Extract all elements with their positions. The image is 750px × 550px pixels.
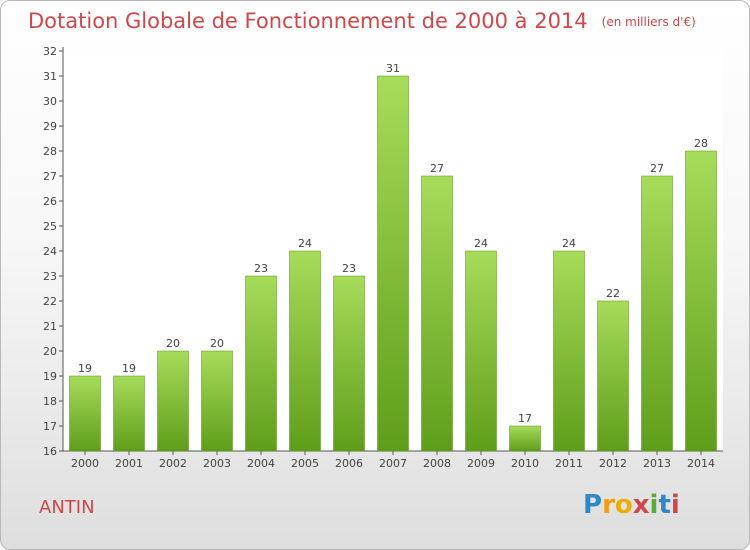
- bar: [113, 375, 145, 452]
- x-tick-label: 2013: [643, 457, 671, 470]
- x-tick-label: 2008: [423, 457, 451, 470]
- data-label: 24: [474, 237, 488, 250]
- y-tick-label: 20: [43, 345, 57, 358]
- data-label: 28: [694, 137, 708, 150]
- data-label: 20: [210, 337, 224, 350]
- x-tick-label: 2003: [203, 457, 231, 470]
- bar: [421, 175, 453, 452]
- y-tick-label: 17: [43, 420, 57, 433]
- bar: [509, 425, 541, 452]
- chart-title-text: Dotation Globale de Fonctionnement de 20…: [28, 9, 588, 33]
- y-tick-label: 32: [43, 45, 57, 58]
- chart-subtitle: (en milliers d'€): [601, 15, 696, 29]
- x-tick-label: 2006: [335, 457, 363, 470]
- logo-letter: t: [658, 490, 671, 520]
- data-label: 27: [430, 162, 444, 175]
- bar: [465, 250, 497, 452]
- x-tick-label: 2005: [291, 457, 319, 470]
- bar: [69, 375, 101, 452]
- y-tick-label: 22: [43, 295, 57, 308]
- commune-name: ANTIN: [39, 497, 95, 518]
- x-tick-label: 2009: [467, 457, 495, 470]
- x-tick-label: 2002: [159, 457, 187, 470]
- y-tick-label: 28: [43, 145, 57, 158]
- data-label: 19: [78, 362, 92, 375]
- data-label: 20: [166, 337, 180, 350]
- y-tick-label: 19: [43, 370, 57, 383]
- y-tick-label: 29: [43, 120, 57, 133]
- logo-letter: x: [632, 490, 650, 520]
- data-label: 27: [650, 162, 664, 175]
- y-tick-label: 24: [43, 245, 57, 258]
- y-tick-label: 25: [43, 220, 57, 233]
- data-label: 23: [254, 262, 268, 275]
- x-tick-label: 2001: [115, 457, 143, 470]
- data-label: 19: [122, 362, 136, 375]
- data-label: 22: [606, 287, 620, 300]
- logo-letter: i: [670, 490, 680, 520]
- logo-letter: i: [649, 490, 659, 520]
- y-tick-label: 27: [43, 170, 57, 183]
- bar: [641, 175, 673, 452]
- x-tick-label: 2012: [599, 457, 627, 470]
- x-tick-label: 2010: [511, 457, 539, 470]
- chart-title: Dotation Globale de Fonctionnement de 20…: [28, 9, 696, 33]
- logo-letter: P: [583, 490, 603, 520]
- x-tick-label: 2007: [379, 457, 407, 470]
- data-label: 24: [298, 237, 312, 250]
- bar: [201, 350, 233, 452]
- data-label: 17: [518, 412, 532, 425]
- bar: [289, 250, 321, 452]
- logo-letter: o: [614, 490, 633, 520]
- y-tick-label: 16: [43, 445, 57, 458]
- y-tick-label: 30: [43, 95, 57, 108]
- bar: [245, 275, 277, 452]
- y-tick-label: 18: [43, 395, 57, 408]
- bar: [333, 275, 365, 452]
- logo-letter: r: [602, 490, 615, 520]
- x-tick-label: 2000: [71, 457, 99, 470]
- x-tick-label: 2014: [687, 457, 715, 470]
- data-label: 31: [386, 62, 400, 75]
- bar: [377, 75, 409, 452]
- x-tick-label: 2011: [555, 457, 583, 470]
- x-tick-label: 2004: [247, 457, 275, 470]
- y-tick-label: 23: [43, 270, 57, 283]
- bar: [157, 350, 189, 452]
- y-tick-label: 26: [43, 195, 57, 208]
- data-label: 24: [562, 237, 576, 250]
- bar: [553, 250, 585, 452]
- bar: [597, 300, 629, 452]
- y-tick-label: 21: [43, 320, 57, 333]
- y-tick-label: 31: [43, 70, 57, 83]
- proxiti-logo: Proxiti: [583, 490, 680, 520]
- data-label: 23: [342, 262, 356, 275]
- bar: [685, 150, 717, 452]
